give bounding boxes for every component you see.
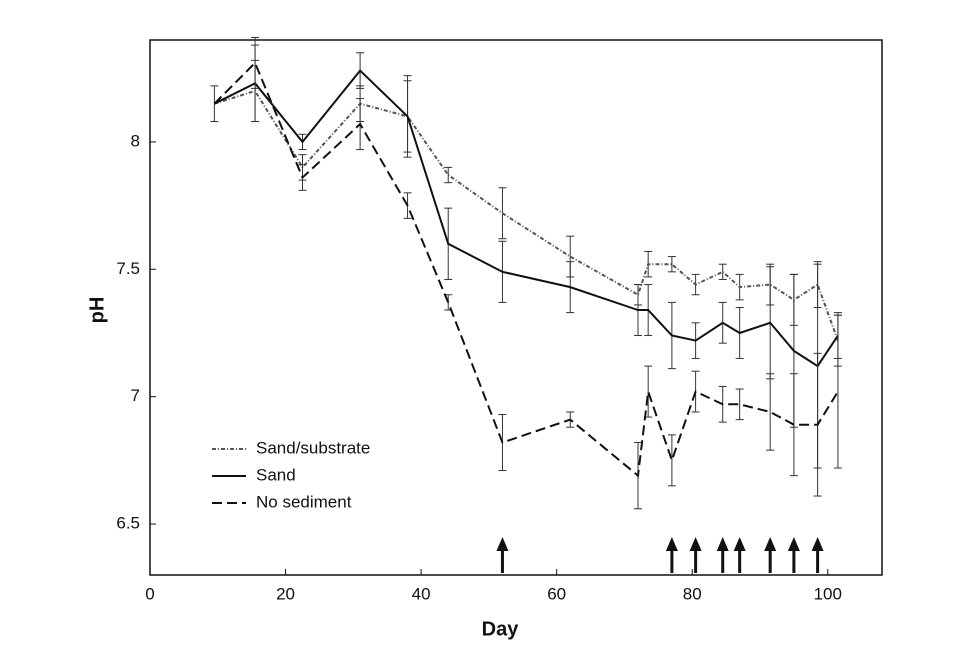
x-tick-label: 80 <box>683 584 702 603</box>
series-line <box>213 69 839 368</box>
error-bar <box>766 373 775 451</box>
error-bar <box>667 256 676 273</box>
x-tick-label: 100 <box>814 584 842 603</box>
dosing-arrow <box>496 537 509 573</box>
x-tick-label: 20 <box>276 584 295 603</box>
x-axis-title: Day <box>482 618 520 640</box>
series-line <box>214 89 839 341</box>
plot-frame <box>149 39 883 576</box>
error-bar <box>667 434 676 487</box>
arrow-head <box>716 537 729 551</box>
error-bar <box>251 36 260 89</box>
legend-label: No sediment <box>256 492 352 511</box>
error-bar <box>718 263 727 280</box>
dosing-arrow <box>787 537 800 573</box>
dosing-arrow <box>811 537 824 573</box>
dosing-arrow <box>764 537 777 573</box>
legend-label: Sand/substrate <box>256 438 370 457</box>
series-line <box>213 61 839 478</box>
y-axis-title: pH <box>86 297 108 324</box>
error-bar <box>833 314 842 469</box>
dosing-arrow <box>665 537 678 573</box>
x-tick-label: 40 <box>412 584 431 603</box>
arrow-head <box>665 537 678 551</box>
x-tick-label: 60 <box>547 584 566 603</box>
y-tick-label: 7 <box>131 386 140 405</box>
y-tick-label: 8 <box>131 131 140 150</box>
y-tick-label: 7.5 <box>116 259 140 278</box>
error-bar <box>644 365 653 418</box>
arrow-head <box>733 537 746 551</box>
dosing-arrow <box>733 537 746 573</box>
arrow-head <box>496 537 509 551</box>
x-tick-label: 0 <box>145 584 154 603</box>
error-bar <box>444 166 453 184</box>
dosing-arrow <box>689 537 702 573</box>
error-bar <box>735 388 744 421</box>
y-tick-label: 6.5 <box>116 514 140 533</box>
arrow-head <box>787 537 800 551</box>
arrow-head <box>811 537 824 551</box>
arrow-head <box>764 537 777 551</box>
arrow-head <box>689 537 702 551</box>
legend-label: Sand <box>256 465 296 484</box>
dosing-arrow <box>716 537 729 573</box>
